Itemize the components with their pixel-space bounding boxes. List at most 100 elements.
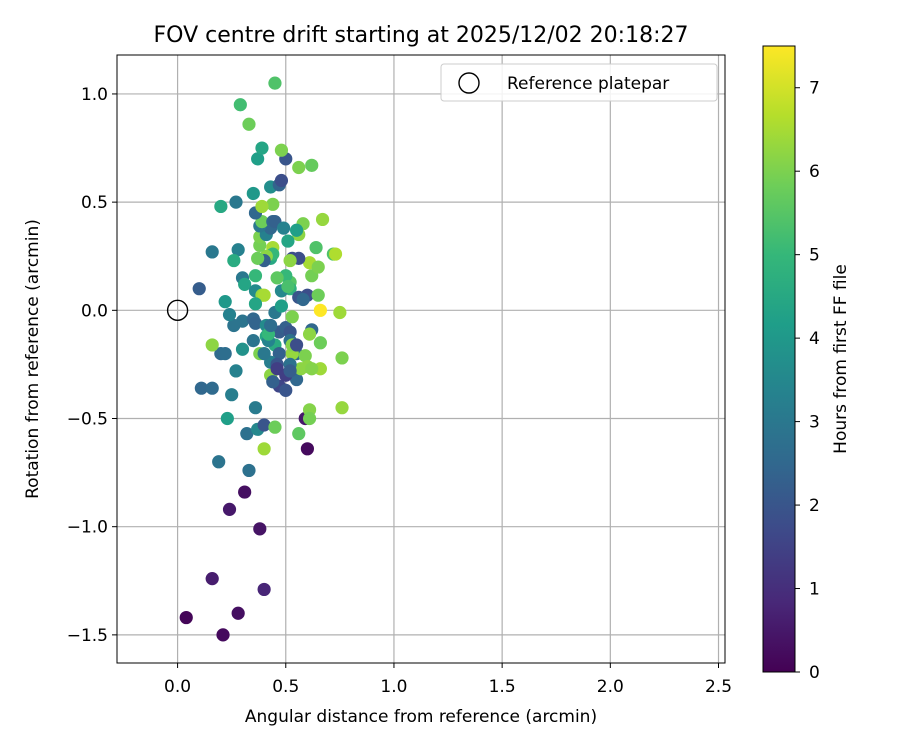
y-tick-label: −1.0 (67, 518, 108, 538)
data-point (315, 212, 330, 227)
legend: Reference platepar (440, 63, 718, 102)
y-axis-label: Rotation from reference (arcmin) (23, 219, 43, 499)
data-point (296, 292, 310, 307)
data-point (220, 411, 234, 426)
data-point (222, 502, 237, 516)
data-point (242, 117, 256, 131)
data-point (266, 375, 280, 389)
x-tick-label: 0.5 (272, 677, 299, 697)
data-point (242, 463, 256, 478)
points-layer (166, 76, 349, 642)
data-point (229, 364, 243, 378)
data-point (194, 381, 208, 395)
data-point (179, 610, 193, 625)
data-point (231, 243, 245, 257)
data-point (283, 364, 297, 378)
data-point (205, 572, 219, 586)
data-point (333, 305, 347, 320)
data-point (257, 442, 271, 456)
colorbar-tick-label: 0 (809, 663, 820, 683)
data-point (238, 485, 252, 499)
data-point (311, 260, 325, 274)
data-point (212, 455, 226, 469)
data-point (214, 199, 228, 214)
data-point (302, 411, 317, 426)
data-point (251, 152, 265, 166)
data-point (309, 240, 323, 255)
data-point (305, 362, 319, 376)
data-point (289, 223, 304, 237)
data-point (281, 234, 295, 248)
data-point (274, 173, 289, 188)
data-point (192, 282, 206, 296)
y-tick-label: 0.0 (81, 301, 108, 321)
x-axis-ticks: 0.0 0.5 1.0 1.5 2.0 2.5 (164, 663, 732, 697)
data-point (311, 288, 325, 302)
data-point (227, 253, 241, 268)
x-tick-label: 0.0 (164, 677, 191, 697)
data-point (255, 141, 269, 155)
data-point (235, 314, 250, 328)
data-point (231, 606, 245, 620)
data-point (216, 628, 230, 642)
y-axis-ticks: −1.5 −1.0 −0.5 0.0 0.5 1.0 (67, 85, 117, 646)
chart-title: FOV centre drift starting at 2025/12/02 … (154, 23, 689, 48)
data-point (257, 582, 271, 597)
reference-platepar-marker (166, 299, 189, 322)
data-point (225, 388, 239, 402)
data-point (205, 381, 219, 395)
y-tick-label: 1.0 (81, 85, 108, 105)
data-point (255, 199, 269, 214)
data-point (313, 303, 327, 317)
data-point (335, 351, 349, 365)
grid-layer (117, 55, 725, 663)
data-point (292, 427, 306, 441)
x-tick-label: 1.5 (489, 677, 516, 697)
data-point (279, 383, 293, 397)
data-point (218, 346, 232, 361)
data-point (289, 338, 304, 352)
data-point (205, 338, 219, 352)
x-tick-label: 1.0 (380, 677, 407, 697)
data-point (246, 186, 260, 201)
data-point (298, 349, 312, 363)
colorbar-gradient (762, 45, 796, 673)
data-point (292, 160, 306, 175)
data-point (251, 251, 265, 265)
x-tick-label: 2.5 (705, 677, 732, 697)
data-point (248, 316, 263, 330)
plot-area-frame (116, 54, 726, 664)
colorbar-ticks: 0 1 2 3 4 5 6 7 (795, 79, 820, 683)
data-point (229, 195, 243, 209)
x-axis-label: Angular distance from reference (arcmin) (245, 707, 597, 727)
data-point (205, 245, 219, 259)
legend-entry-reference: Reference platepar (507, 74, 669, 94)
data-point (274, 143, 289, 157)
data-point (283, 253, 297, 268)
data-point (235, 342, 250, 356)
data-point (257, 418, 271, 432)
colorbar-tick-label: 3 (809, 413, 820, 433)
data-point (328, 247, 343, 261)
data-point (248, 401, 263, 415)
data-point (246, 334, 260, 348)
data-point (218, 295, 232, 309)
data-point (257, 346, 271, 361)
data-point (253, 522, 267, 536)
data-point (305, 158, 319, 172)
y-tick-label: −0.5 (67, 410, 108, 430)
x-tick-label: 2.0 (597, 677, 624, 697)
data-point (281, 279, 295, 294)
colorbar-tick-label: 2 (809, 496, 820, 516)
data-point (248, 297, 263, 311)
data-point (335, 401, 349, 415)
data-point (277, 221, 291, 235)
colorbar-tick-label: 5 (809, 246, 820, 266)
data-point (240, 427, 254, 441)
data-point (268, 420, 282, 434)
colorbar-tick-label: 4 (809, 329, 820, 349)
data-point (233, 98, 247, 112)
colorbar-tick-label: 6 (809, 162, 820, 182)
data-point (222, 308, 237, 322)
